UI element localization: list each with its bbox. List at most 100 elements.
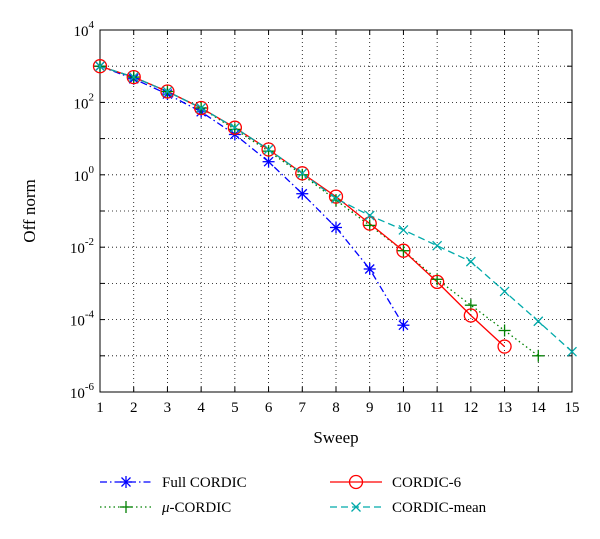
- x-tick-label: 8: [332, 400, 340, 416]
- data-point-series-4: [432, 240, 443, 251]
- marker-star-b: [263, 156, 274, 167]
- data-point-series-4: [162, 86, 173, 97]
- data-point-series-2: [296, 168, 309, 181]
- marker-star-b: [364, 264, 375, 274]
- data-point-series-3: [362, 216, 377, 231]
- y-tick-exponent: 2: [89, 91, 95, 103]
- x-tick-label: 5: [231, 400, 239, 416]
- y-tick-label: 10-4: [70, 309, 95, 330]
- data-point-series-3: [92, 59, 108, 74]
- legend-label: CORDIC-6: [392, 475, 462, 491]
- marker-circle: [295, 166, 310, 181]
- legend-label: CORDIC-mean: [392, 500, 487, 516]
- series-markers: [92, 59, 577, 362]
- x-tick-label: 3: [164, 400, 172, 416]
- data-point-series-2: [330, 194, 342, 207]
- marker-x-b: [297, 168, 308, 179]
- y-tick-base: 10: [74, 24, 89, 40]
- legend: Full CORDIC μ-CORDIC CORDIC-6 CORDIC-mean: [100, 474, 487, 516]
- legend-marker: [120, 476, 132, 488]
- marker-x-b: [432, 240, 443, 251]
- data-point-series-3: [429, 274, 445, 290]
- series-line-1: [99, 65, 404, 326]
- marker-x-b: [567, 346, 577, 357]
- data-point-series-3: [328, 189, 344, 204]
- legend-item-3: CORDIC-6: [330, 474, 462, 491]
- series-line-2: [99, 65, 539, 357]
- y-tick-exponent: -2: [85, 236, 94, 248]
- marker-circle: [348, 474, 364, 490]
- marker-x-b: [128, 72, 139, 83]
- marker-star-b: [398, 320, 409, 331]
- marker-x-b: [331, 193, 341, 204]
- x-tick-label: 2: [130, 400, 138, 416]
- marker-x-b: [364, 210, 375, 221]
- data-point-series-3: [261, 142, 276, 157]
- data-point-series-4: [465, 256, 476, 267]
- data-point-series-3: [463, 308, 479, 323]
- legend-marker: [348, 474, 364, 490]
- legend-marker: [351, 502, 361, 512]
- grid: [100, 30, 572, 392]
- y-tick-label: 10-6: [70, 381, 95, 402]
- y-tick-base: 10: [70, 314, 85, 330]
- marker-x-b: [398, 224, 409, 235]
- y-tick-label: 104: [74, 19, 95, 40]
- marker-circle: [396, 243, 411, 258]
- legend-text: Full CORDIC: [162, 475, 247, 491]
- marker-x-b: [263, 144, 274, 155]
- x-tick-label: 1: [96, 400, 104, 416]
- marker-circle: [463, 308, 479, 323]
- y-tick-label: 102: [74, 91, 95, 112]
- y-tick-exponent: -6: [85, 381, 95, 393]
- marker-star-b: [121, 477, 131, 487]
- x-tick-label: 9: [366, 400, 374, 416]
- data-point-series-3: [126, 69, 141, 85]
- data-point-series-4: [196, 103, 207, 113]
- data-point-series-1: [363, 262, 376, 275]
- data-point-series-1: [262, 155, 275, 168]
- data-point-series-3: [193, 100, 209, 116]
- x-tick-label: 13: [497, 400, 512, 416]
- data-point-series-3: [227, 120, 243, 135]
- data-point-series-4: [229, 122, 240, 133]
- marker-circle: [126, 69, 141, 85]
- y-tick-base: 10: [74, 169, 89, 185]
- x-tick-label: 14: [531, 400, 547, 416]
- legend-label: Full CORDIC: [162, 475, 247, 491]
- y-tick-label: 100: [74, 164, 95, 185]
- y-tick-base: 10: [70, 241, 85, 257]
- marker-circle: [429, 274, 445, 290]
- marker-circle: [497, 339, 512, 354]
- legend-marker: [120, 501, 132, 513]
- data-point-series-4: [128, 72, 139, 83]
- marker-circle: [160, 84, 175, 99]
- legend-item-1: Full CORDIC: [100, 475, 247, 491]
- data-point-series-4: [331, 193, 341, 204]
- y-tick-base: 10: [74, 96, 89, 112]
- y-tick-base: 10: [70, 386, 85, 402]
- legend-label: μ-CORDIC: [161, 500, 231, 516]
- data-point-series-4: [364, 210, 375, 221]
- legend-text: CORDIC-6: [392, 475, 462, 491]
- marker-circle: [92, 59, 108, 74]
- marker-star-b: [331, 222, 341, 233]
- data-point-series-3: [497, 339, 512, 354]
- data-point-series-2: [397, 244, 410, 257]
- x-tick-label: 11: [430, 400, 444, 416]
- marker-x-b: [229, 122, 240, 133]
- marker-circle: [261, 142, 276, 157]
- data-point-series-4: [297, 168, 308, 179]
- x-tick-label: 15: [565, 400, 580, 416]
- marker-circle: [328, 189, 344, 204]
- data-point-series-1: [330, 221, 342, 234]
- marker-star-b: [297, 188, 308, 199]
- y-tick-exponent: 4: [89, 19, 95, 31]
- series-line-4: [99, 65, 573, 353]
- y-tick-exponent: 0: [89, 164, 95, 176]
- x-tick-label: 6: [265, 400, 273, 416]
- data-point-series-3: [295, 166, 310, 181]
- legend-text: CORDIC-mean: [392, 500, 487, 516]
- data-point-series-4: [398, 224, 409, 235]
